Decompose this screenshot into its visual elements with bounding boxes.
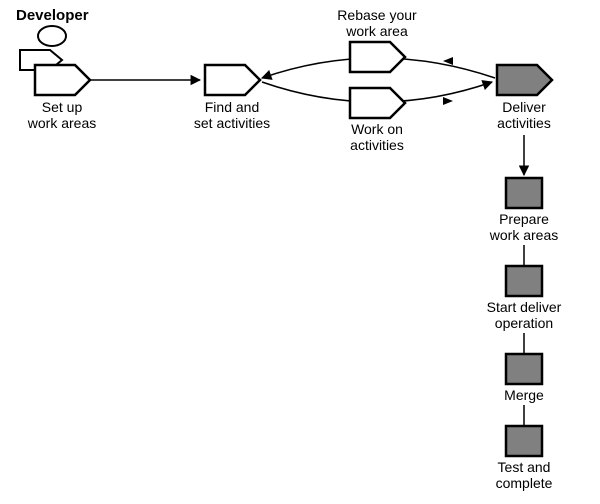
rebase-label-1: Rebase your <box>337 7 417 23</box>
prepare-label-1: Prepare <box>499 211 549 227</box>
start-label-1: Start deliver <box>487 299 562 315</box>
node-deliver: Deliver activities <box>497 65 552 131</box>
node-start: Start deliver operation <box>487 266 562 331</box>
merge-label-1: Merge <box>504 387 544 403</box>
work-label-2: activities <box>350 137 404 153</box>
actor-developer: Developer <box>16 7 89 70</box>
node-setup: Set up work areas <box>27 65 96 131</box>
node-find: Find and set activities <box>194 65 270 131</box>
setup-label-2: work areas <box>27 115 96 131</box>
test-label-2: complete <box>496 475 553 491</box>
deliver-label-2: activities <box>497 115 551 131</box>
setup-label-1: Set up <box>42 99 83 115</box>
find-label-1: Find and <box>205 99 259 115</box>
test-label-1: Test and <box>498 459 551 475</box>
deliver-label-1: Deliver <box>502 99 546 115</box>
node-test: Test and complete <box>496 426 553 491</box>
node-work: Work on activities <box>350 88 405 153</box>
node-rebase: Rebase your work area <box>337 7 417 72</box>
node-merge: Merge <box>504 354 544 403</box>
find-label-2: set activities <box>194 115 270 131</box>
work-label-1: Work on <box>351 121 403 137</box>
role-label: Developer <box>16 7 89 24</box>
node-prepare: Prepare work areas <box>489 178 558 243</box>
prepare-label-2: work areas <box>489 227 558 243</box>
workflow-diagram: Developer Set up work areas Find and set… <box>0 0 600 504</box>
arrowhead-lower-mid <box>443 97 453 105</box>
start-label-2: operation <box>495 315 553 331</box>
rebase-label-2: work area <box>345 23 408 39</box>
